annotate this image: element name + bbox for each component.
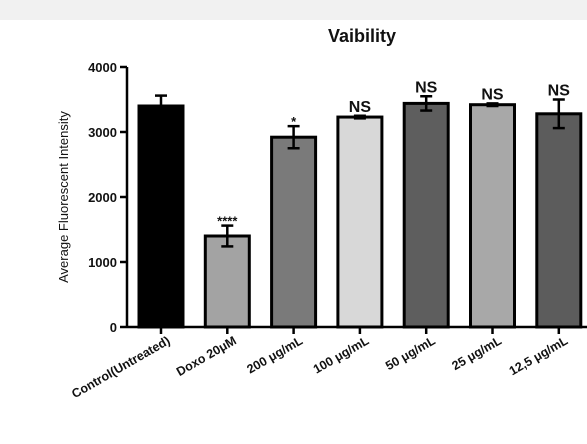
bar bbox=[270, 135, 318, 329]
significance-label: NS bbox=[481, 86, 504, 103]
significance-label: NS bbox=[415, 79, 438, 96]
top-band bbox=[0, 0, 587, 20]
x-tick-label: Control(Untreated) bbox=[69, 333, 172, 401]
y-tick-label: 1000 bbox=[88, 255, 117, 270]
significance-label: **** bbox=[217, 214, 238, 229]
significance-label: * bbox=[291, 114, 297, 129]
y-tick-label: 3000 bbox=[88, 125, 117, 140]
x-tick-label: 200 μg/mL bbox=[245, 333, 306, 376]
bar bbox=[402, 101, 450, 329]
significance-label: NS bbox=[349, 99, 372, 116]
x-ticks: Control(Untreated) Doxo 20μM 200 μg/mL 100 … bbox=[69, 327, 571, 401]
y-axis-label: Average Fluorescent Intensity bbox=[56, 111, 71, 283]
x-tick-label: Doxo 20μM bbox=[174, 333, 239, 378]
bar bbox=[469, 103, 516, 329]
x-tick-label: 12,5 μg/mL bbox=[507, 333, 571, 378]
x-tick-label: 100 μg/mL bbox=[311, 333, 372, 376]
x-tick-label: 50 μg/mL bbox=[383, 333, 438, 373]
bar bbox=[535, 112, 583, 329]
chart-title: Vaibility bbox=[328, 26, 396, 46]
y-tick-label: 4000 bbox=[88, 60, 117, 75]
bar bbox=[203, 234, 251, 329]
significance-label: NS bbox=[548, 83, 571, 100]
y-tick-label: 2000 bbox=[88, 190, 117, 205]
y-ticks: 0 1000 2000 3000 4000 bbox=[88, 60, 127, 335]
x-tick-label: 25 μg/mL bbox=[449, 333, 504, 373]
y-tick-label: 0 bbox=[110, 320, 117, 335]
bar bbox=[137, 104, 185, 329]
bar bbox=[336, 115, 384, 329]
